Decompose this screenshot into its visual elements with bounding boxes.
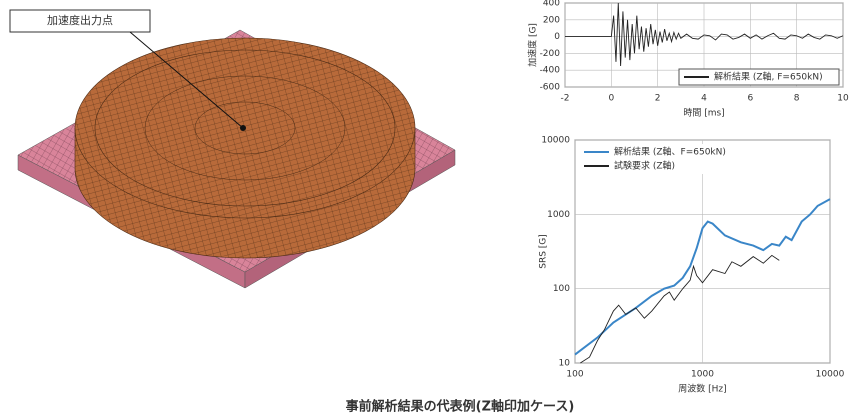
legend-label: 解析結果 (Z軸、F=650kN) bbox=[614, 146, 726, 158]
x-tick-label: 8 bbox=[794, 94, 800, 104]
y-tick-label: 1000 bbox=[547, 210, 570, 220]
y-tick-label: 100 bbox=[553, 284, 570, 294]
y-axis-label: 加速度 [G] bbox=[527, 23, 539, 67]
x-tick-label: 1000 bbox=[691, 370, 714, 380]
y-tick-label: 200 bbox=[543, 15, 560, 25]
y-tick-label: -600 bbox=[540, 83, 561, 93]
callout-label: 加速度出力点 bbox=[47, 13, 113, 27]
x-tick-label: 10000 bbox=[816, 370, 845, 380]
page: 加速度出力点 事前解析結果の代表例(Z軸印加ケース) -2 0 2 4 6 8 10 -600… bbox=[0, 0, 851, 414]
x-tick-label: 100 bbox=[566, 370, 583, 380]
y-tick-label: 0 bbox=[554, 32, 560, 42]
x-axis-label: 時間 [ms] bbox=[683, 108, 724, 119]
x-tick-label: -2 bbox=[561, 94, 570, 104]
x-tick-label: 6 bbox=[747, 94, 753, 104]
x-tick-label: 4 bbox=[701, 94, 707, 104]
x-tick-label: 0 bbox=[608, 94, 614, 104]
y-axis-label: SRS [G] bbox=[539, 234, 549, 269]
caption: 事前解析結果の代表例(Z軸印加ケース) bbox=[346, 399, 575, 415]
fe-mesh bbox=[18, 30, 455, 288]
x-axis-label: 周波数 [Hz] bbox=[678, 383, 726, 395]
legend-label: 解析結果 (Z軸, F=650kN) bbox=[714, 71, 823, 83]
y-tick-label: 10000 bbox=[541, 136, 570, 146]
legend-label: 試験要求 (Z軸) bbox=[614, 160, 675, 172]
y-tick-label: 400 bbox=[543, 0, 560, 9]
x-tick-label: 2 bbox=[655, 94, 661, 104]
y-tick-label: -200 bbox=[540, 49, 561, 59]
x-tick-label: 10 bbox=[837, 94, 849, 104]
y-tick-label: -400 bbox=[540, 66, 561, 76]
y-tick-label: 10 bbox=[559, 359, 571, 369]
